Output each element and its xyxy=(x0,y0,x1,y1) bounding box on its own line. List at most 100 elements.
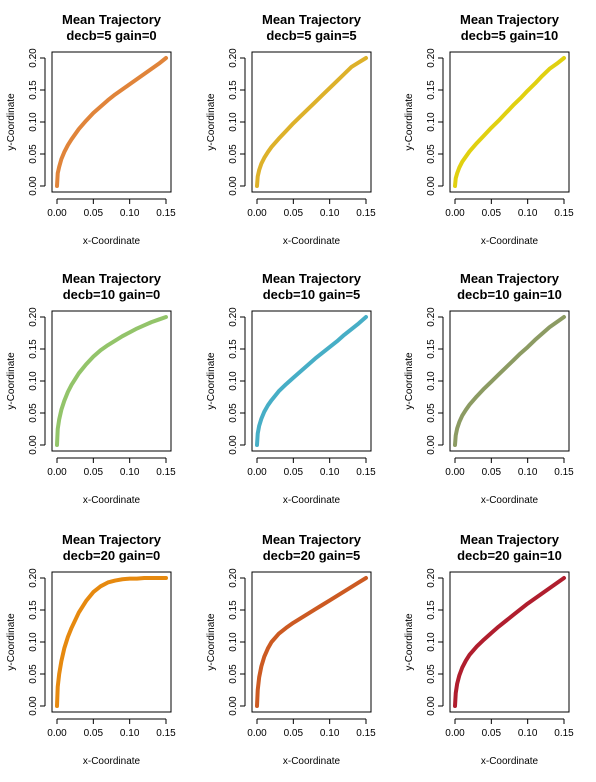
y-tick-label: 0.05 xyxy=(426,664,437,684)
y-tick-label: 0.15 xyxy=(228,339,239,359)
y-tick-label: 0.10 xyxy=(426,371,437,391)
plot-frame xyxy=(51,571,172,713)
x-tick-label: 0.00 xyxy=(247,208,267,219)
y-tick-label: 0.05 xyxy=(228,403,239,423)
y-tick-label: 0.10 xyxy=(426,112,437,132)
y-tick-label: 0.00 xyxy=(28,696,39,716)
x-tick-label: 0.05 xyxy=(482,208,502,219)
trajectory-line xyxy=(453,56,566,188)
trajectory-line xyxy=(453,576,566,708)
subplot-title-line2: decb=5 gain=5 xyxy=(266,28,356,43)
x-tick-label: 0.00 xyxy=(47,208,67,219)
y-tick-label: 0.20 xyxy=(28,48,39,68)
y-tick-label: 0.00 xyxy=(228,176,239,196)
y-tick-label: 0.20 xyxy=(228,307,239,327)
subplot-title-line1: Mean Trajectory xyxy=(62,271,162,286)
x-axis-label: x-Coordinate xyxy=(283,236,341,247)
y-tick-label: 0.10 xyxy=(28,112,39,132)
y-tick-label: 0.15 xyxy=(228,80,239,100)
y-axis-label: y-Coordinate xyxy=(206,93,217,151)
subplot-title-line2: decb=5 gain=0 xyxy=(66,28,156,43)
x-tick-label: 0.00 xyxy=(445,467,465,478)
plot-frame xyxy=(251,51,372,193)
subplot-title-line1: Mean Trajectory xyxy=(460,12,560,27)
x-axis-label: x-Coordinate xyxy=(481,495,539,506)
x-tick-label: 0.00 xyxy=(47,467,67,478)
subplot-title-line1: Mean Trajectory xyxy=(460,532,560,547)
x-tick-label: 0.10 xyxy=(120,467,140,478)
y-tick-label: 0.20 xyxy=(228,48,239,68)
y-tick-label: 0.05 xyxy=(28,403,39,423)
subplot-title-line1: Mean Trajectory xyxy=(62,12,162,27)
plot-frame xyxy=(449,571,570,713)
plot-frame xyxy=(251,571,372,713)
x-tick-label: 0.05 xyxy=(284,467,304,478)
y-tick-label: 0.10 xyxy=(228,632,239,652)
y-tick-label: 0.05 xyxy=(28,664,39,684)
y-tick-label: 0.10 xyxy=(228,112,239,132)
subplot-title-line1: Mean Trajectory xyxy=(262,532,362,547)
trajectory-line xyxy=(255,576,368,708)
x-tick-label: 0.15 xyxy=(356,208,376,219)
subplot-title-line1: Mean Trajectory xyxy=(262,12,362,27)
x-tick-label: 0.05 xyxy=(284,728,304,739)
y-tick-label: 0.00 xyxy=(426,435,437,455)
y-tick-label: 0.10 xyxy=(228,371,239,391)
x-tick-label: 0.05 xyxy=(482,467,502,478)
x-tick-label: 0.00 xyxy=(47,728,67,739)
x-tick-label: 0.15 xyxy=(356,728,376,739)
x-tick-label: 0.00 xyxy=(445,728,465,739)
y-tick-label: 0.00 xyxy=(228,696,239,716)
y-tick-label: 0.05 xyxy=(228,144,239,164)
x-tick-label: 0.10 xyxy=(320,728,340,739)
y-axis-label: y-Coordinate xyxy=(206,352,217,410)
y-axis-label: y-Coordinate xyxy=(6,613,17,671)
subplot-title-line2: decb=20 gain=0 xyxy=(63,548,161,563)
x-tick-label: 0.15 xyxy=(156,728,176,739)
y-axis-label: y-Coordinate xyxy=(404,352,415,410)
subplot-title-line2: decb=20 gain=10 xyxy=(457,548,562,563)
y-tick-label: 0.15 xyxy=(28,339,39,359)
x-axis-label: x-Coordinate xyxy=(83,236,141,247)
y-tick-label: 0.15 xyxy=(28,80,39,100)
x-tick-label: 0.05 xyxy=(84,467,104,478)
subplot-title-line2: decb=20 gain=5 xyxy=(263,548,361,563)
y-tick-label: 0.20 xyxy=(426,48,437,68)
y-tick-label: 0.20 xyxy=(426,307,437,327)
trajectory-line xyxy=(453,315,566,447)
x-axis-label: x-Coordinate xyxy=(481,756,539,767)
y-tick-label: 0.00 xyxy=(426,176,437,196)
x-tick-label: 0.15 xyxy=(156,208,176,219)
y-tick-label: 0.05 xyxy=(28,144,39,164)
x-tick-label: 0.05 xyxy=(482,728,502,739)
x-tick-label: 0.10 xyxy=(320,208,340,219)
plot-frame xyxy=(51,51,172,193)
y-tick-label: 0.20 xyxy=(426,568,437,588)
x-tick-label: 0.10 xyxy=(120,728,140,739)
x-tick-label: 0.15 xyxy=(554,728,574,739)
y-axis-label: y-Coordinate xyxy=(404,93,415,151)
y-tick-label: 0.15 xyxy=(426,600,437,620)
x-axis-label: x-Coordinate xyxy=(481,236,539,247)
subplot-title-line2: decb=10 gain=5 xyxy=(263,287,361,302)
y-tick-label: 0.05 xyxy=(426,144,437,164)
subplot-title-line1: Mean Trajectory xyxy=(262,271,362,286)
y-tick-label: 0.00 xyxy=(228,435,239,455)
x-tick-label: 0.10 xyxy=(518,467,538,478)
x-axis-label: x-Coordinate xyxy=(283,495,341,506)
x-tick-label: 0.05 xyxy=(84,728,104,739)
subplot-title-line2: decb=10 gain=0 xyxy=(63,287,161,302)
y-tick-label: 0.00 xyxy=(28,176,39,196)
trajectory-line xyxy=(55,315,168,447)
y-axis-label: y-Coordinate xyxy=(6,352,17,410)
x-tick-label: 0.05 xyxy=(284,208,304,219)
plot-frame xyxy=(449,51,570,193)
